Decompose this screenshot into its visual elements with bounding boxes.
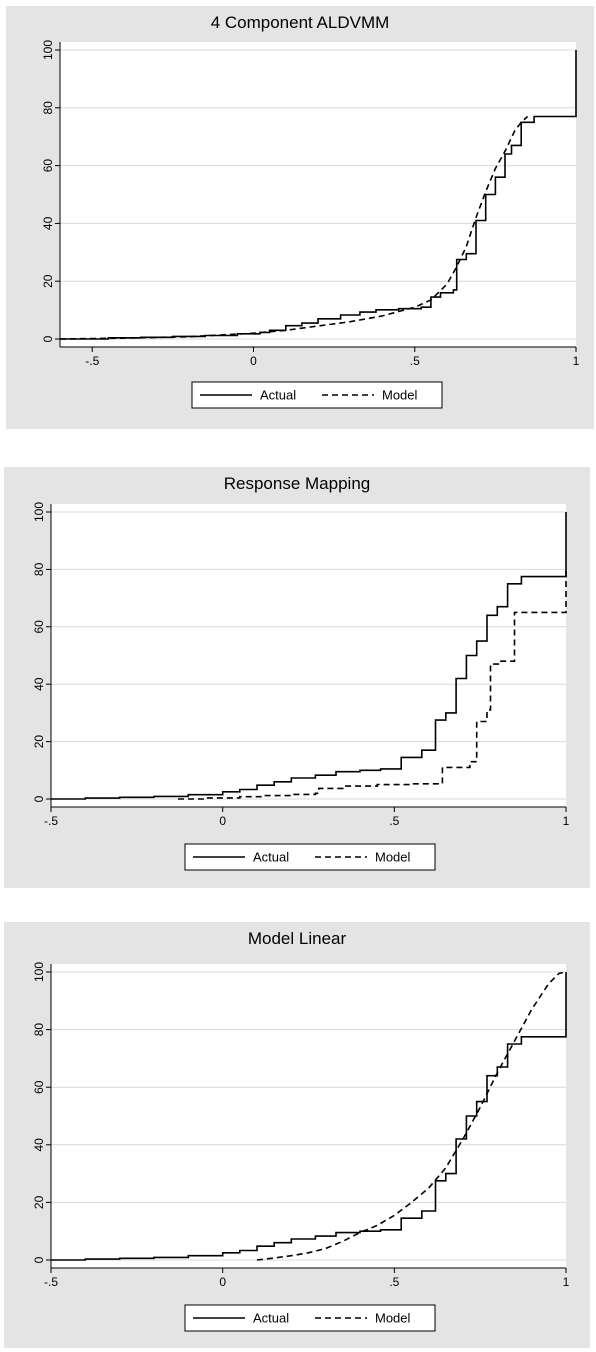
x-tick-label: 1 xyxy=(563,1275,570,1289)
series-line-actual xyxy=(51,972,567,1261)
x-tick-label: 0 xyxy=(250,354,257,368)
x-tick-label: .5 xyxy=(389,1275,399,1289)
x-tick-label: 0 xyxy=(219,814,226,828)
chart-svg-aldvmm: 4 Component ALDVMM 0 20 40 60 80 100 -.5 0 .5 1 Act… xyxy=(41,13,580,409)
y-tick-label: 20 xyxy=(32,735,46,749)
plot-area xyxy=(60,42,576,347)
chart-panel-response-mapping: Response Mapping 0 20 40 60 80 100 -.5 0 .5 1 Actua… xyxy=(4,467,590,888)
y-tick-label: 0 xyxy=(41,335,55,342)
legend-label-model: Model xyxy=(375,850,411,865)
x-tick-label: 1 xyxy=(573,354,580,368)
x-tick-label: .5 xyxy=(410,354,420,368)
legend: Actual Model xyxy=(184,843,436,871)
chart-svg-response-mapping: Response Mapping 0 20 40 60 80 100 -.5 0 .5 1 Actua… xyxy=(32,474,570,871)
y-tick-label: 100 xyxy=(32,962,46,982)
x-tick-label: -.5 xyxy=(44,1275,58,1289)
legend: Actual Model xyxy=(191,381,443,409)
y-tick-label: 60 xyxy=(32,1080,46,1094)
y-tick-label: 80 xyxy=(32,562,46,576)
chart-title: Response Mapping xyxy=(224,474,370,493)
legend-label-actual: Actual xyxy=(253,850,289,865)
plot-area xyxy=(51,964,566,1268)
legend: Actual Model xyxy=(184,1304,436,1332)
x-tick-label: 1 xyxy=(563,814,570,828)
y-tick-label: 40 xyxy=(32,677,46,691)
series-line-model xyxy=(256,971,567,1261)
y-tick-label: 60 xyxy=(41,159,55,173)
y-tick-label: 40 xyxy=(41,216,55,230)
y-tick-label: 0 xyxy=(32,1256,46,1263)
y-tick-label: 80 xyxy=(32,1023,46,1037)
chart-panel-model-linear: Model Linear 0 20 40 60 80 100 -.5 0 .5 1 Actual Mod… xyxy=(4,922,590,1348)
y-tick-label: 100 xyxy=(32,502,46,522)
y-tick-label: 100 xyxy=(41,40,55,60)
y-tick-label: 20 xyxy=(41,274,55,288)
x-tick-label: 0 xyxy=(219,1275,226,1289)
series-line-model xyxy=(59,115,529,340)
chart-svg-model-linear: Model Linear 0 20 40 60 80 100 -.5 0 .5 1 Actual Mod… xyxy=(32,929,570,1332)
y-tick-label: 60 xyxy=(32,620,46,634)
chart-title: 4 Component ALDVMM xyxy=(211,13,390,32)
legend-label-actual: Actual xyxy=(260,388,296,403)
x-tick-label: .5 xyxy=(389,814,399,828)
legend-label-actual: Actual xyxy=(253,1311,289,1326)
series-line-actual xyxy=(51,512,567,800)
chart-title: Model Linear xyxy=(248,929,347,948)
x-tick-label: -.5 xyxy=(85,354,99,368)
legend-label-model: Model xyxy=(375,1311,411,1326)
y-tick-label: 40 xyxy=(32,1138,46,1152)
series-line-actual xyxy=(60,50,577,340)
y-tick-label: 80 xyxy=(41,101,55,115)
x-tick-label: -.5 xyxy=(44,814,58,828)
y-tick-label: 20 xyxy=(32,1195,46,1209)
y-tick-label: 0 xyxy=(32,795,46,802)
plot-area xyxy=(51,504,566,807)
chart-panel-aldvmm: 4 Component ALDVMM 0 20 40 60 80 100 -.5 0 .5 1 Act… xyxy=(6,6,594,429)
legend-label-model: Model xyxy=(382,388,418,403)
